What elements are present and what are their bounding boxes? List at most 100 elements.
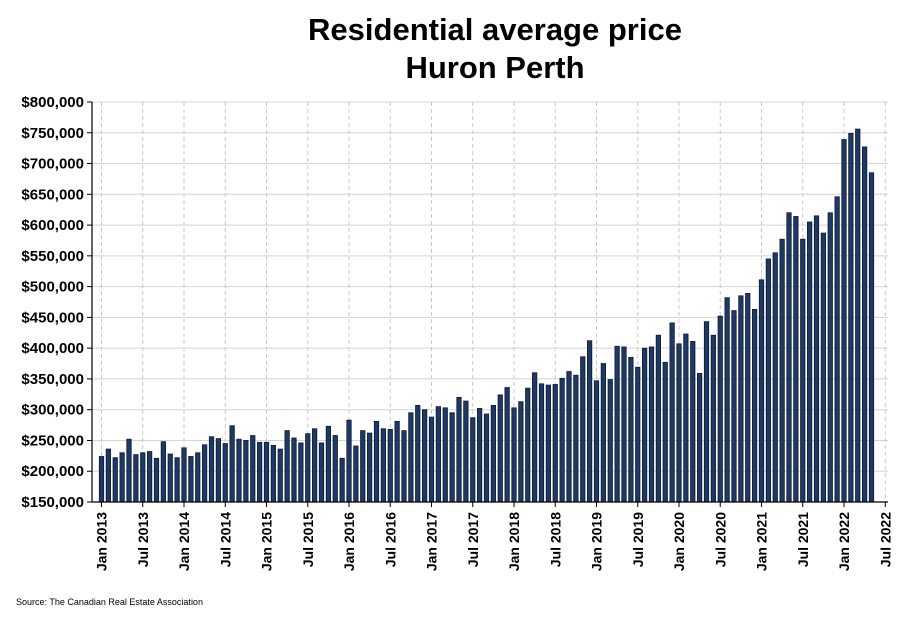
bar: [422, 409, 428, 503]
bar: [483, 413, 490, 503]
x-tick-label: Jul 2017: [465, 512, 481, 567]
bar: [243, 440, 249, 503]
bar: [394, 420, 400, 503]
bar: [332, 435, 338, 503]
bar: [112, 457, 118, 503]
bar: [834, 196, 840, 503]
y-tick-label: $150,000: [21, 494, 84, 511]
bar: [174, 457, 180, 503]
bar: [642, 347, 648, 503]
bar: [470, 417, 476, 503]
bar: [738, 295, 744, 503]
bar: [724, 297, 730, 503]
x-tick-label: Jan 2022: [836, 512, 852, 571]
bar: [752, 308, 758, 503]
bar: [518, 401, 524, 503]
bar: [552, 384, 558, 503]
chart-subtitle: Huron Perth: [405, 50, 585, 85]
x-tick-label: Jan 2015: [259, 512, 275, 571]
bar: [367, 432, 373, 503]
bar: [208, 436, 215, 503]
bar: [188, 456, 194, 503]
x-tick-label: Jul 2018: [547, 512, 563, 567]
bar: [827, 212, 833, 503]
x-tick-label: Jan 2020: [671, 512, 687, 571]
bar: [312, 428, 318, 503]
bar: [800, 238, 806, 503]
x-tick-label: Jan 2018: [506, 512, 522, 571]
bar: [607, 379, 613, 503]
x-tick-label: Jul 2022: [877, 512, 893, 567]
bar: [360, 430, 366, 503]
bar: [463, 400, 469, 503]
gridlines: [92, 101, 888, 503]
bar: [813, 215, 820, 503]
bar: [786, 212, 792, 503]
bar: [133, 454, 139, 503]
bar-series: [98, 128, 875, 503]
bar: [635, 366, 641, 503]
bar: [648, 346, 655, 503]
bar: [587, 340, 593, 503]
bar: [655, 334, 661, 503]
bar: [147, 451, 153, 503]
bar: [160, 441, 166, 503]
bar: [497, 394, 503, 503]
bar: [181, 447, 187, 503]
bar: [456, 396, 462, 503]
bar: [820, 232, 826, 503]
bar: [428, 416, 435, 503]
x-tick-label: Jul 2016: [382, 512, 398, 567]
x-tick-label: Jul 2013: [135, 512, 151, 567]
bar: [435, 406, 441, 503]
bar: [703, 321, 710, 503]
bar: [848, 132, 854, 503]
bar: [291, 437, 297, 503]
bar: [559, 377, 565, 503]
y-tick-label: $750,000: [21, 125, 84, 142]
bar: [346, 419, 352, 503]
bar: [380, 428, 386, 503]
y-tick-label: $300,000: [21, 402, 84, 419]
bar: [697, 372, 703, 503]
bar: [263, 441, 270, 503]
x-tick-label: Jan 2016: [341, 512, 357, 571]
bar: [442, 407, 448, 503]
bar: [614, 345, 620, 503]
y-tick-label: $700,000: [21, 156, 84, 173]
bar: [490, 404, 496, 503]
y-tick-label: $650,000: [21, 186, 84, 203]
bar: [119, 452, 125, 503]
bar: [538, 383, 545, 503]
chart-title: Residential average price: [308, 12, 682, 47]
bar: [545, 384, 551, 503]
x-axis-ticks: Jan 2013 Jul 2013 Jan 2014 Jul 2014 Jan 2015…: [94, 502, 893, 571]
x-tick-label: Jul 2014: [217, 512, 233, 567]
x-tick-label: Jan 2017: [424, 512, 440, 571]
bar: [690, 340, 696, 503]
bar: [841, 139, 847, 503]
bar: [222, 443, 228, 503]
bar: [683, 333, 689, 503]
bar: [621, 346, 627, 503]
y-tick-label: $550,000: [21, 248, 84, 265]
bar: [415, 404, 421, 503]
bar: [710, 334, 716, 503]
bar: [593, 380, 600, 503]
bar: [779, 238, 785, 503]
x-tick-label: Jul 2015: [300, 512, 316, 567]
x-tick-label: Jul 2019: [630, 512, 646, 567]
bar: [793, 216, 799, 503]
bar: [676, 343, 682, 503]
source-note: Source: The Canadian Real Estate Associa…: [16, 597, 203, 607]
bar: [140, 452, 146, 503]
bar: [353, 445, 359, 503]
bar: [855, 128, 861, 503]
y-tick-label: $600,000: [21, 217, 84, 234]
bar: [236, 438, 242, 503]
y-axis-ticks: $150,000 $200,000 $250,000 $300,000 $350,000…: [21, 94, 92, 511]
bar: [600, 363, 606, 503]
x-tick-label: Jan 2019: [589, 512, 605, 571]
bar: [98, 456, 105, 503]
